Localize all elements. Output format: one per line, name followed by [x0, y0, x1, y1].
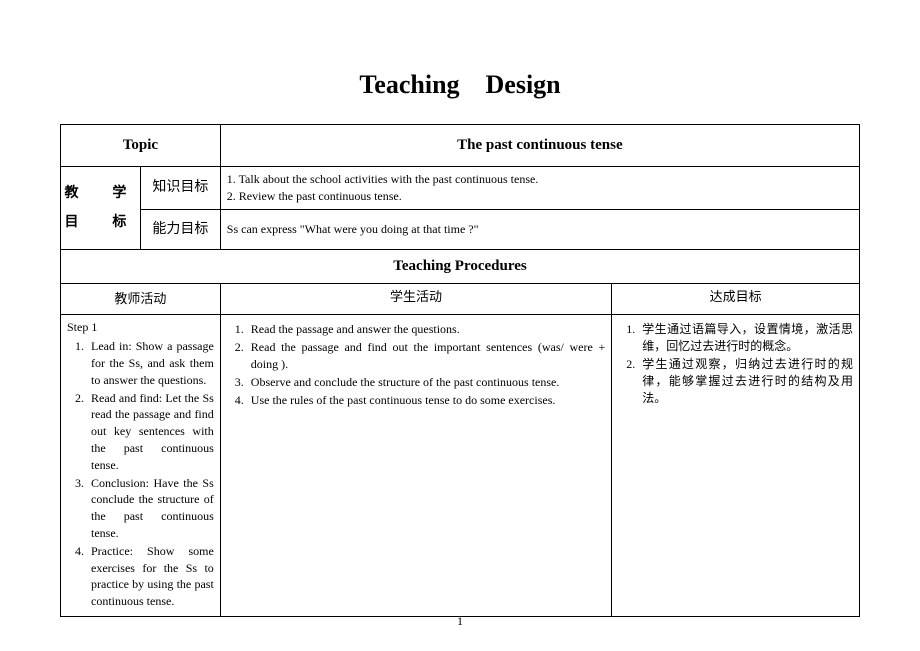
col1-header: 教师活动 — [61, 284, 221, 315]
page-number: 1 — [0, 614, 920, 629]
teacher-item: Lead in: Show a passage for the Ss, and … — [87, 338, 214, 388]
teacher-item: Conclusion: Have the Ss conclude the str… — [87, 475, 214, 542]
ability-label: 能力目标 — [140, 209, 220, 250]
knowledge-content-2: 2. Review the past continuous tense. — [227, 188, 853, 205]
procedures-header: Teaching Procedures — [61, 250, 860, 284]
teacher-item: Read and find: Let the Ss read the passa… — [87, 390, 214, 474]
student-item: Read the passage and answer the question… — [247, 321, 605, 338]
ability-content: Ss can express "What were you doing at t… — [220, 209, 859, 250]
topic-label: Topic — [61, 125, 221, 167]
step-label: Step 1 — [67, 319, 214, 336]
goal-item: 学生通过语篇导入，设置情境，激活思维，回忆过去进行时的概念。 — [638, 321, 853, 355]
knowledge-content: 1. Talk about the school activities with… — [220, 167, 859, 210]
col2-header: 学生活动 — [220, 284, 611, 315]
topic-value: The past continuous tense — [220, 125, 859, 167]
goal-item: 学生通过观察，归纳过去进行时的规律，能够掌握过去进行时的结构及用法。 — [638, 356, 853, 406]
teaching-design-table: Topic The past continuous tense 教 学 目 标 … — [60, 124, 860, 617]
student-item: Use the rules of the past continuous ten… — [247, 392, 605, 409]
student-item: Observe and conclude the structure of th… — [247, 374, 605, 391]
knowledge-content-1: 1. Talk about the school activities with… — [227, 171, 853, 188]
teacher-item: Practice: Show some exercises for the Ss… — [87, 543, 214, 610]
page-title: Teaching Design — [60, 70, 860, 100]
student-item: Read the passage and find out the import… — [247, 339, 605, 373]
objectives-label-line1: 教 学 — [61, 184, 140, 204]
knowledge-label: 知识目标 — [140, 167, 220, 210]
teacher-activities: Step 1 Lead in: Show a passage for the S… — [61, 315, 221, 617]
goals: 学生通过语篇导入，设置情境，激活思维，回忆过去进行时的概念。 学生通过观察，归纳… — [612, 315, 860, 617]
objectives-label: 教 学 目 标 — [61, 167, 141, 250]
objectives-label-line2: 目 标 — [61, 213, 140, 233]
col3-header: 达成目标 — [612, 284, 860, 315]
student-activities: Read the passage and answer the question… — [220, 315, 611, 617]
